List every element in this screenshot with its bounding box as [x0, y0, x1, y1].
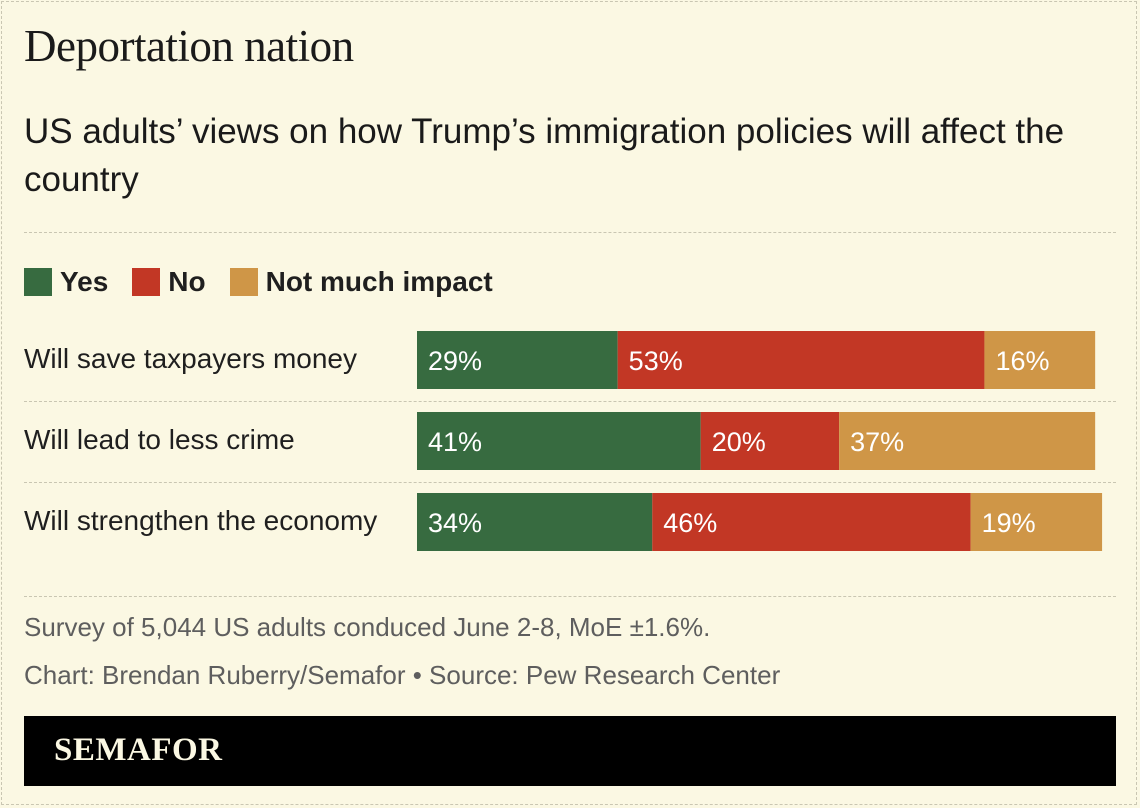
legend-item-no: No — [132, 266, 206, 298]
legend-item-not-much-impact: Not much impact — [229, 266, 493, 298]
data-label-no-row-2: 20% — [712, 427, 766, 457]
legend-label-yes: Yes — [60, 266, 109, 297]
chart-subtitle: US adults’ views on how Trump’s immigrat… — [24, 112, 1065, 199]
bar-segment-no-row-3 — [652, 493, 971, 551]
data-label-no-row-1: 53% — [629, 346, 683, 376]
chart-credit: Chart: Brendan Ruberry/Semafor • Source:… — [24, 660, 781, 690]
row-divider-2 — [24, 482, 1116, 483]
data-label-yes-row-2: 41% — [428, 427, 482, 457]
data-label-not-much-impact-row-3: 19% — [982, 508, 1036, 538]
data-label-no-row-3: 46% — [663, 508, 717, 538]
bar-segment-no-row-1 — [617, 331, 985, 389]
bar-segment-not-much-impact-row-2 — [839, 412, 1096, 470]
data-label-not-much-impact-row-2: 37% — [850, 427, 904, 457]
data-label-yes-row-3: 34% — [428, 508, 482, 538]
row-label-less-crime: Will lead to less crime — [24, 424, 295, 455]
bar-segment-yes-row-1 — [417, 331, 618, 389]
bar-segment-yes-row-2 — [417, 412, 701, 470]
legend-item-yes: Yes — [24, 266, 108, 298]
row-divider-1 — [24, 401, 1116, 402]
legend: Yes No Not much impact — [24, 266, 517, 298]
semafor-logo: SEMAFOR — [54, 732, 223, 768]
row-label-save-taxpayers-money: Will save taxpayers money — [24, 343, 358, 374]
legend-swatch-not-much-impact — [229, 268, 258, 296]
chart-title: Deportation nation — [24, 21, 354, 71]
bar-segment-not-much-impact-row-3 — [970, 493, 1103, 551]
legend-swatch-yes — [24, 268, 52, 296]
data-label-not-much-impact-row-1: 16% — [995, 346, 1049, 376]
brand-bar: SEMAFOR — [24, 716, 1116, 786]
divider-bottom — [24, 596, 1116, 597]
survey-note: Survey of 5,044 US adults conduced June … — [24, 612, 711, 642]
bar-segment-yes-row-3 — [417, 493, 653, 551]
legend-label-not-much-impact: Not much impact — [265, 266, 493, 297]
bar-segment-no-row-2 — [700, 412, 840, 470]
data-label-yes-row-1: 29% — [428, 346, 482, 376]
legend-label-no: No — [168, 266, 206, 297]
divider-top — [24, 232, 1116, 233]
legend-swatch-no — [132, 268, 161, 296]
row-label-strengthen-economy: Will strengthen the economy — [24, 505, 378, 536]
bar-segment-not-much-impact-row-1 — [984, 331, 1096, 389]
